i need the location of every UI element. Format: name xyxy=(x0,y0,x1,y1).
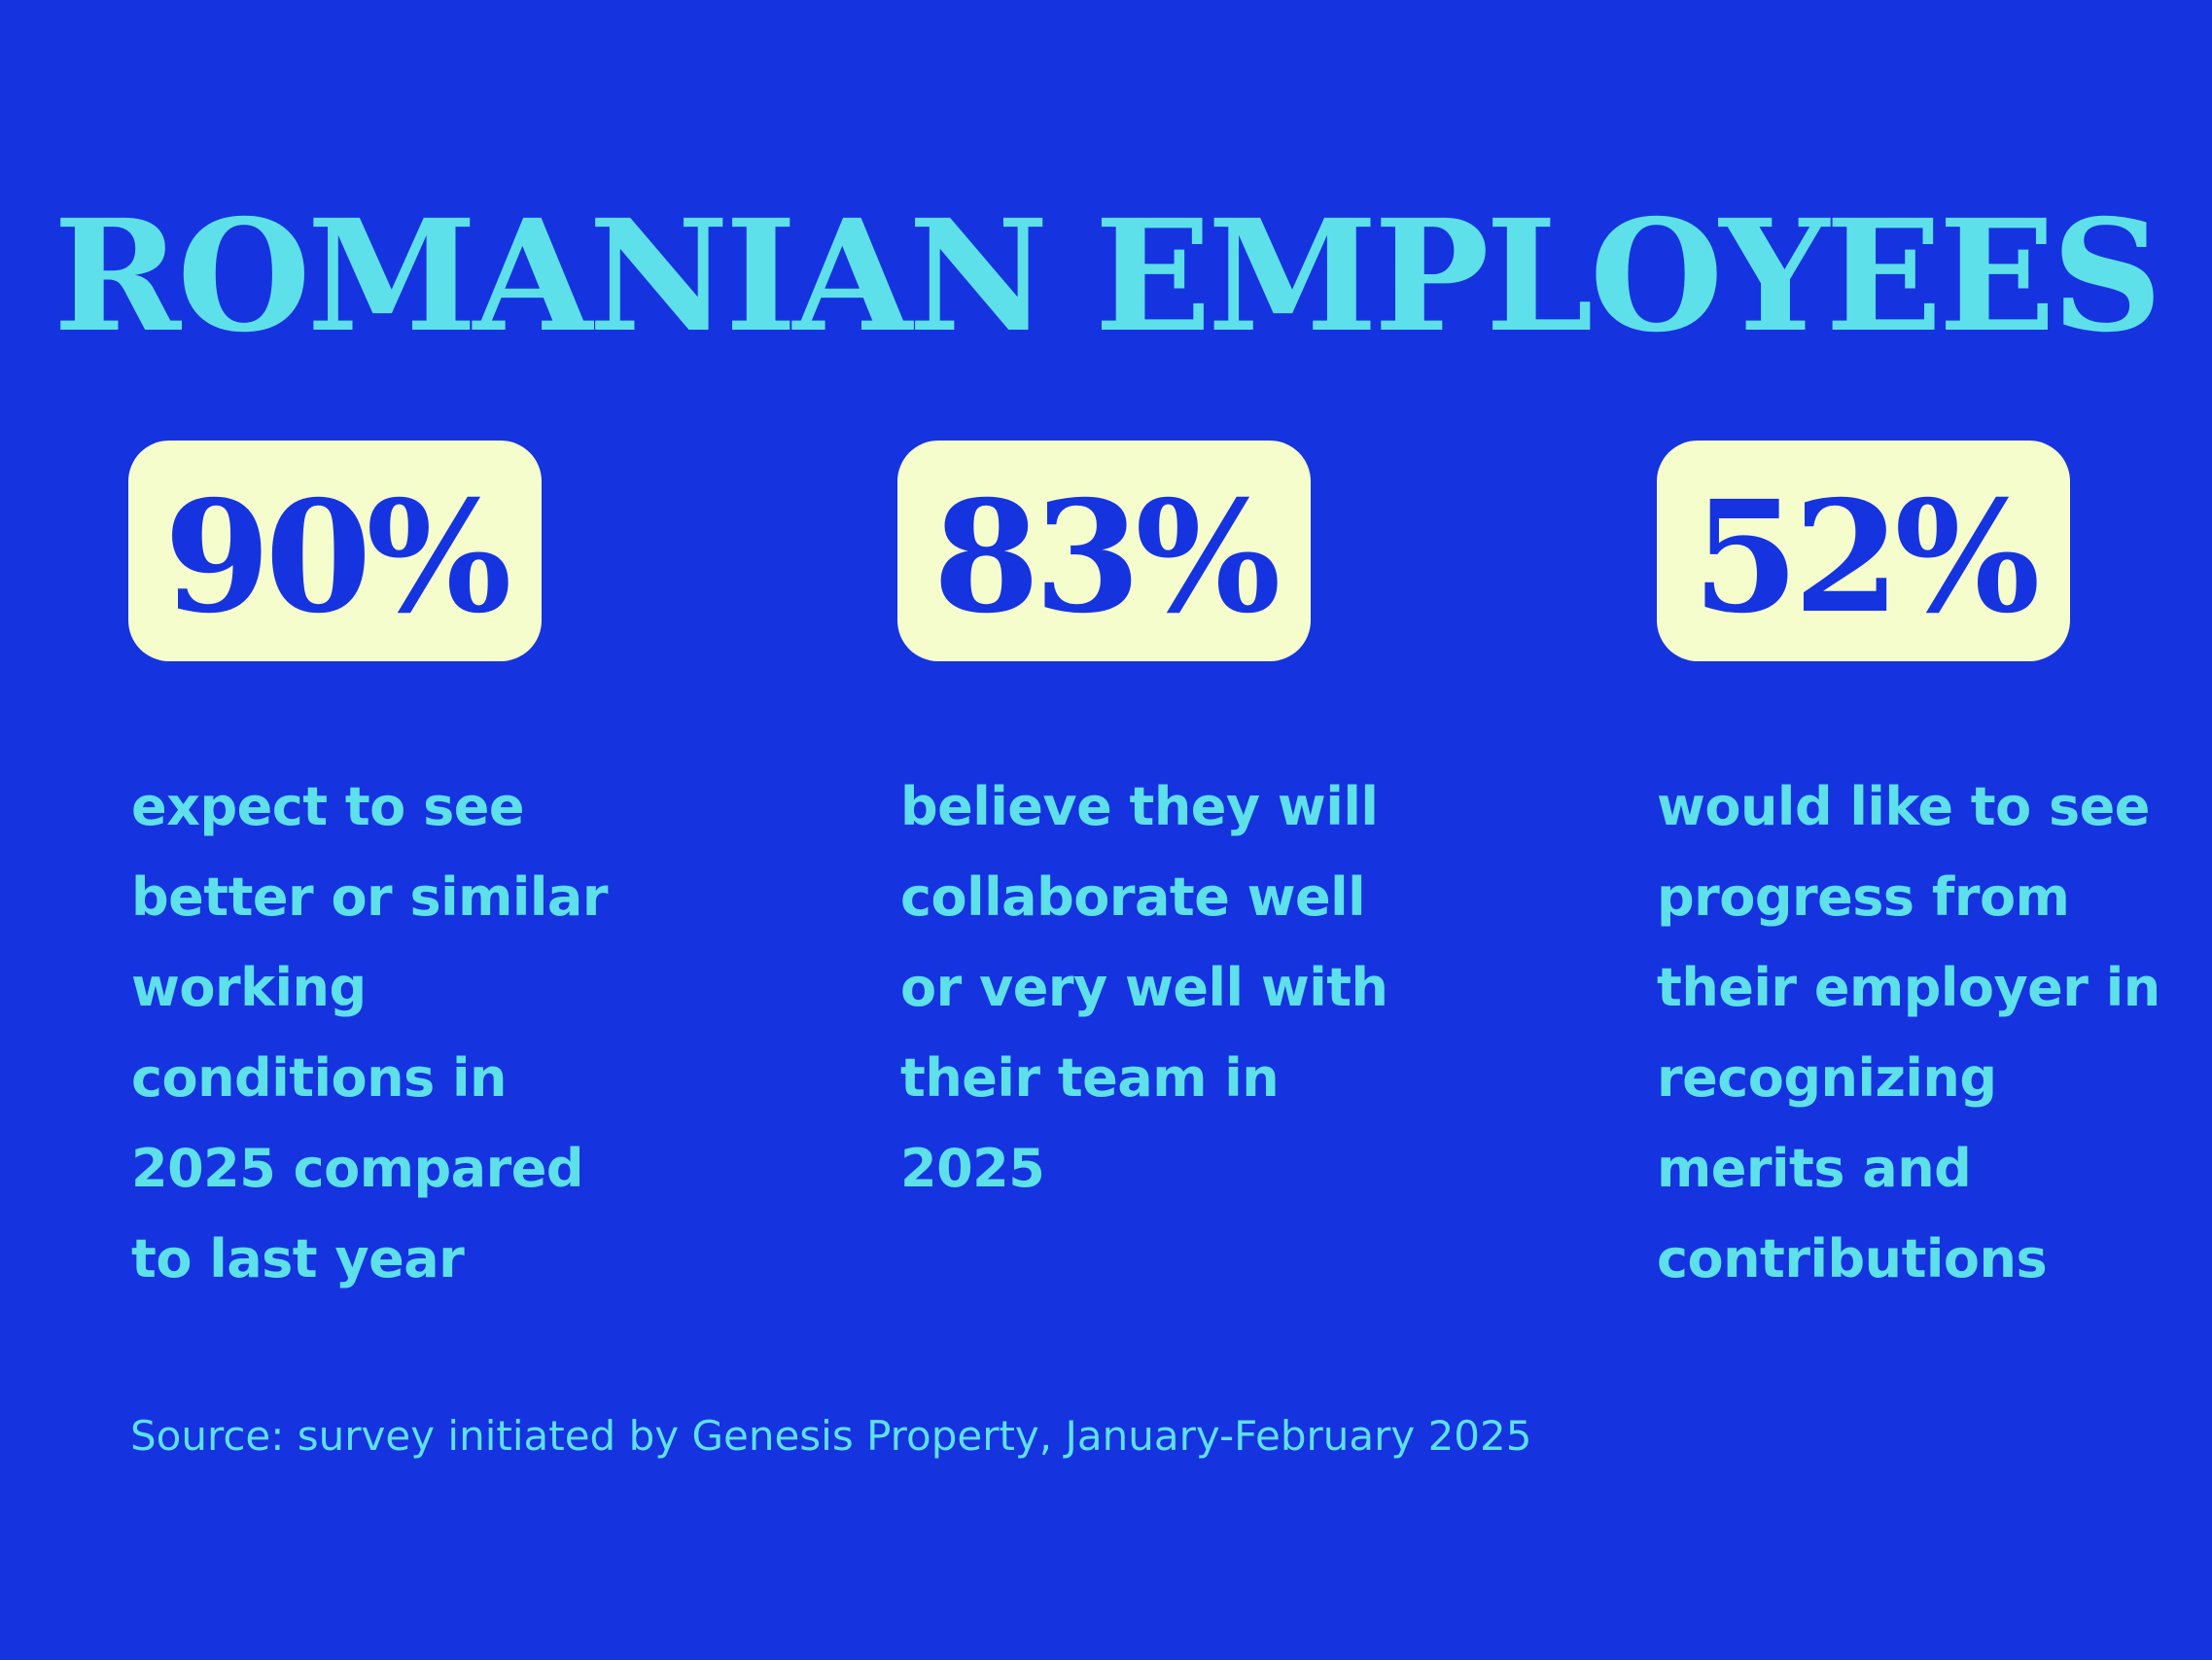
stat-badge-2: 83% xyxy=(897,441,1311,661)
stat-value-2: 83% xyxy=(932,467,1281,648)
source-note: Source: survey initiated by Genesis Prop… xyxy=(130,1412,1532,1460)
stat-badge-1: 90% xyxy=(128,441,542,661)
stat-description-2: believe they will collaborate well or ve… xyxy=(900,776,1388,1199)
stat-badge-3: 52% xyxy=(1657,441,2070,661)
stat-description-1: expect to see better or similar working … xyxy=(131,776,609,1289)
stat-value-3: 52% xyxy=(1692,467,2040,648)
page-title: ROMANIAN EMPLOYEES xyxy=(53,187,2162,367)
stat-description-3: would like to see progress from their em… xyxy=(1657,776,2160,1289)
stat-value-1: 90% xyxy=(163,467,511,648)
